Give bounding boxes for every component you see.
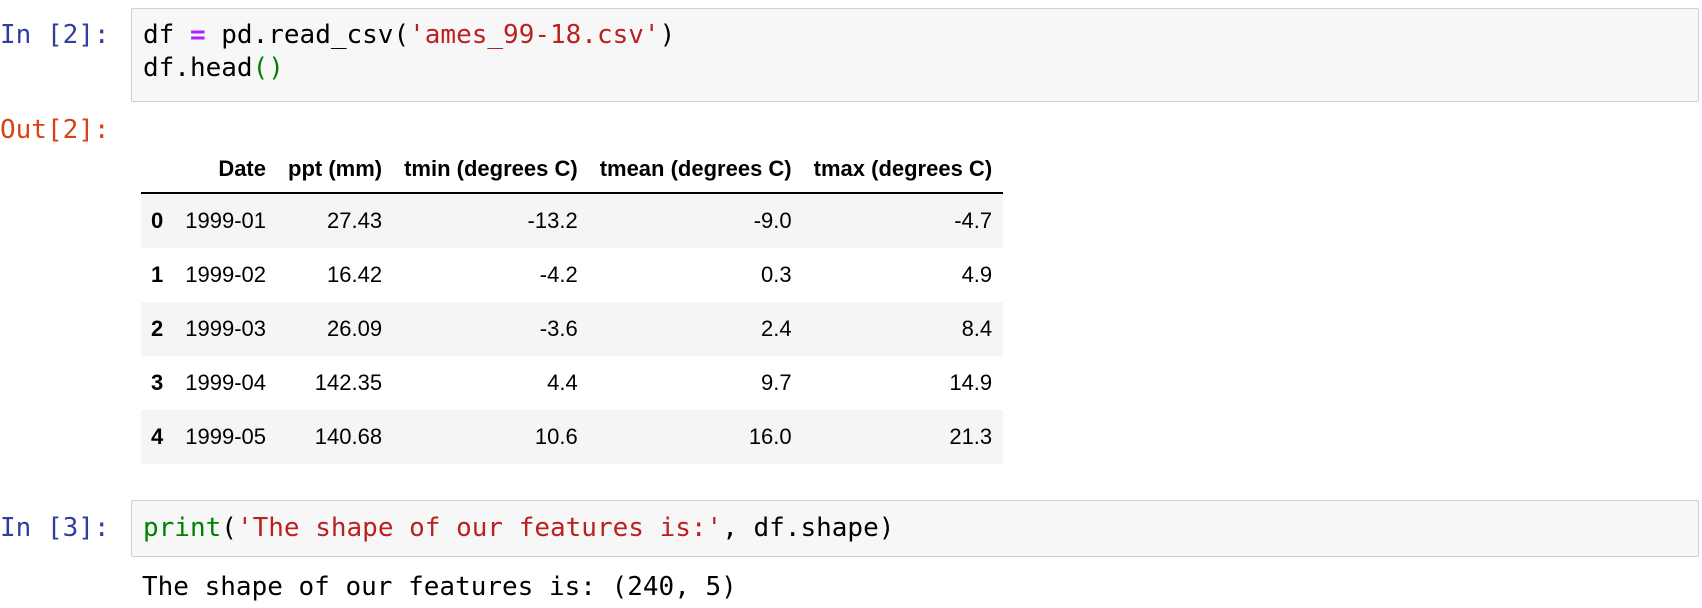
cell-tmin: -3.6 bbox=[539, 316, 578, 341]
cell-date: 1999-03 bbox=[185, 316, 266, 341]
column-header-date: Date bbox=[174, 146, 277, 194]
row-index: 4 bbox=[151, 424, 164, 449]
row-index: 0 bbox=[151, 208, 164, 233]
cell-tmax: 21.3 bbox=[949, 424, 993, 449]
table-row: 2 1999-03 26.09 -3.6 2.4 8.4 bbox=[141, 302, 1004, 356]
assign-operator: = bbox=[189, 20, 206, 50]
table-row: 0 1999-01 27.43 -13.2 -9.0 -4.7 bbox=[141, 193, 1004, 248]
cell-tmean: 0.3 bbox=[761, 262, 792, 287]
cell-3-code-editor[interactable]: print('The shape of our features is:', d… bbox=[131, 500, 1699, 557]
cell-tmin: -4.2 bbox=[539, 262, 578, 287]
cell-tmean: 2.4 bbox=[761, 316, 792, 341]
cell-3-stdout: The shape of our features is: (240, 5) bbox=[142, 572, 737, 602]
cell-tmax: 14.9 bbox=[949, 370, 993, 395]
column-header-tmax: tmax (degrees C) bbox=[802, 146, 1004, 194]
cell-tmin: 10.6 bbox=[534, 424, 578, 449]
cell-ppt: 26.09 bbox=[327, 316, 383, 341]
cell-tmin: -13.2 bbox=[527, 208, 578, 233]
code-token: pd.read_csv( bbox=[205, 20, 410, 50]
table-header-row: Date ppt (mm) tmin (degrees C) tmean (de… bbox=[141, 146, 1004, 194]
column-header-tmean: tmean (degrees C) bbox=[588, 146, 803, 194]
call-parens: () bbox=[252, 53, 284, 83]
code-line-2: df.head() bbox=[143, 52, 1687, 85]
cell-tmin: 4.4 bbox=[547, 370, 578, 395]
cell-date: 1999-05 bbox=[185, 424, 266, 449]
column-header-tmin: tmin (degrees C) bbox=[393, 146, 589, 194]
cell-ppt: 16.42 bbox=[327, 262, 383, 287]
code-line-1: print('The shape of our features is:', d… bbox=[143, 512, 1687, 545]
cell-date: 1999-02 bbox=[185, 262, 266, 287]
cell-date: 1999-04 bbox=[185, 370, 266, 395]
code-token: ( bbox=[221, 513, 237, 543]
code-token: df bbox=[143, 20, 190, 50]
cell-2-code-editor[interactable]: df = pd.read_csv('ames_99-18.csv') df.he… bbox=[131, 8, 1699, 102]
index-header bbox=[141, 146, 175, 194]
cell-tmax: 4.9 bbox=[961, 262, 993, 287]
cell-ppt: 142.35 bbox=[314, 370, 383, 395]
table-row: 4 1999-05 140.68 10.6 16.0 21.3 bbox=[141, 410, 1004, 464]
cell-tmax: 8.4 bbox=[961, 316, 993, 341]
row-index: 3 bbox=[151, 370, 164, 395]
row-index: 2 bbox=[151, 316, 164, 341]
string-literal: 'The shape of our features is:' bbox=[236, 513, 723, 543]
code-token: df.head bbox=[143, 53, 253, 83]
string-literal: 'ames_99-18.csv' bbox=[409, 20, 660, 50]
row-index: 1 bbox=[151, 262, 164, 287]
cell-tmax: -4.7 bbox=[954, 208, 993, 233]
table-row: 1 1999-02 16.42 -4.2 0.3 4.9 bbox=[141, 248, 1003, 302]
cell-2-output-prompt: Out[2]: bbox=[0, 115, 110, 145]
cell-tmean: 9.7 bbox=[761, 370, 792, 395]
builtin-function: print bbox=[143, 513, 222, 543]
code-line-1: df = pd.read_csv('ames_99-18.csv') bbox=[143, 19, 1687, 52]
column-header-ppt: ppt (mm) bbox=[277, 146, 394, 194]
cell-date: 1999-01 bbox=[185, 208, 266, 233]
cell-3-input-prompt: In [3]: bbox=[0, 513, 110, 543]
dataframe-table: Date ppt (mm) tmin (degrees C) tmean (de… bbox=[141, 146, 1004, 464]
table-row: 3 1999-04 142.35 4.4 9.7 14.9 bbox=[141, 356, 1003, 410]
cell-ppt: 140.68 bbox=[314, 424, 383, 449]
code-token: , df.shape) bbox=[722, 513, 895, 543]
cell-tmean: -9.0 bbox=[753, 208, 792, 233]
code-token: ) bbox=[659, 20, 676, 50]
cell-ppt: 27.43 bbox=[327, 208, 383, 233]
cell-tmean: 16.0 bbox=[748, 424, 792, 449]
cell-2-input-prompt: In [2]: bbox=[0, 20, 110, 50]
